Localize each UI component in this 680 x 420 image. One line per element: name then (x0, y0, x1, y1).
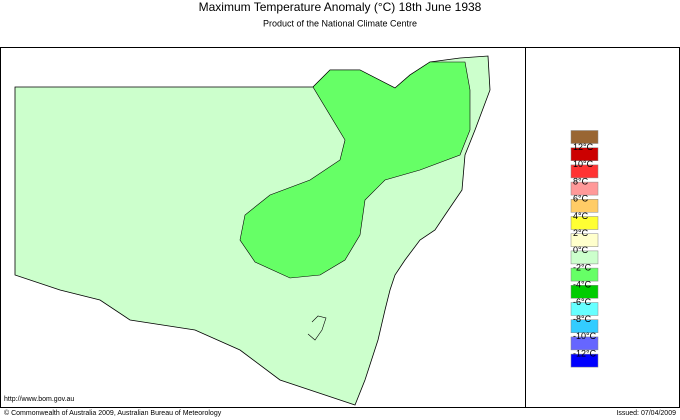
legend-label: 4°C (573, 211, 589, 221)
legend-swatch (570, 199, 599, 213)
legend-label: -2°C (573, 262, 592, 272)
legend-frame (525, 47, 680, 408)
legend-swatch (570, 164, 599, 179)
legend: 12°C 10°C 8°C 6°C 4°C 2°C 0°C -2°C -4°C -6°C -8°C -… (570, 130, 599, 368)
legend-swatch (570, 130, 599, 144)
legend-label: -12°C (573, 348, 597, 358)
legend-swatch (570, 319, 599, 333)
legend-label: 6°C (573, 194, 589, 204)
footer-copyright: © Commonwealth of Australia 2009, Austra… (4, 409, 222, 417)
legend-label: 0°C (573, 245, 589, 255)
legend-label: 12°C (573, 142, 594, 152)
legend-label: -4°C (573, 280, 592, 290)
footer-url: http://www.bom.gov.au (4, 396, 74, 403)
legend-swatch (570, 147, 599, 161)
state-region-green (239, 61, 471, 279)
legend-label: 8°C (573, 176, 589, 186)
legend-label: -8°C (573, 314, 592, 324)
map-title: Maximum Temperature Anomaly (°C) 18th Ju… (199, 0, 482, 14)
legend-label: -10°C (573, 331, 597, 341)
legend-swatch (570, 216, 599, 230)
legend-swatch (570, 181, 599, 196)
map-subtitle: Product of the National Climate Centre (263, 18, 417, 28)
legend-swatch (570, 267, 599, 282)
legend-label: 10°C (573, 159, 594, 169)
act-border (307, 315, 327, 341)
legend-swatch (570, 353, 599, 368)
legend-swatch (570, 233, 599, 247)
legend-swatch (570, 250, 599, 265)
legend-label: 2°C (573, 228, 589, 238)
legend-swatch (570, 285, 599, 299)
legend-swatch (570, 302, 599, 316)
legend-label: -6°C (573, 297, 592, 307)
footer-issued: Issued: 07/04/2009 (616, 410, 676, 417)
legend-swatch (570, 336, 599, 351)
